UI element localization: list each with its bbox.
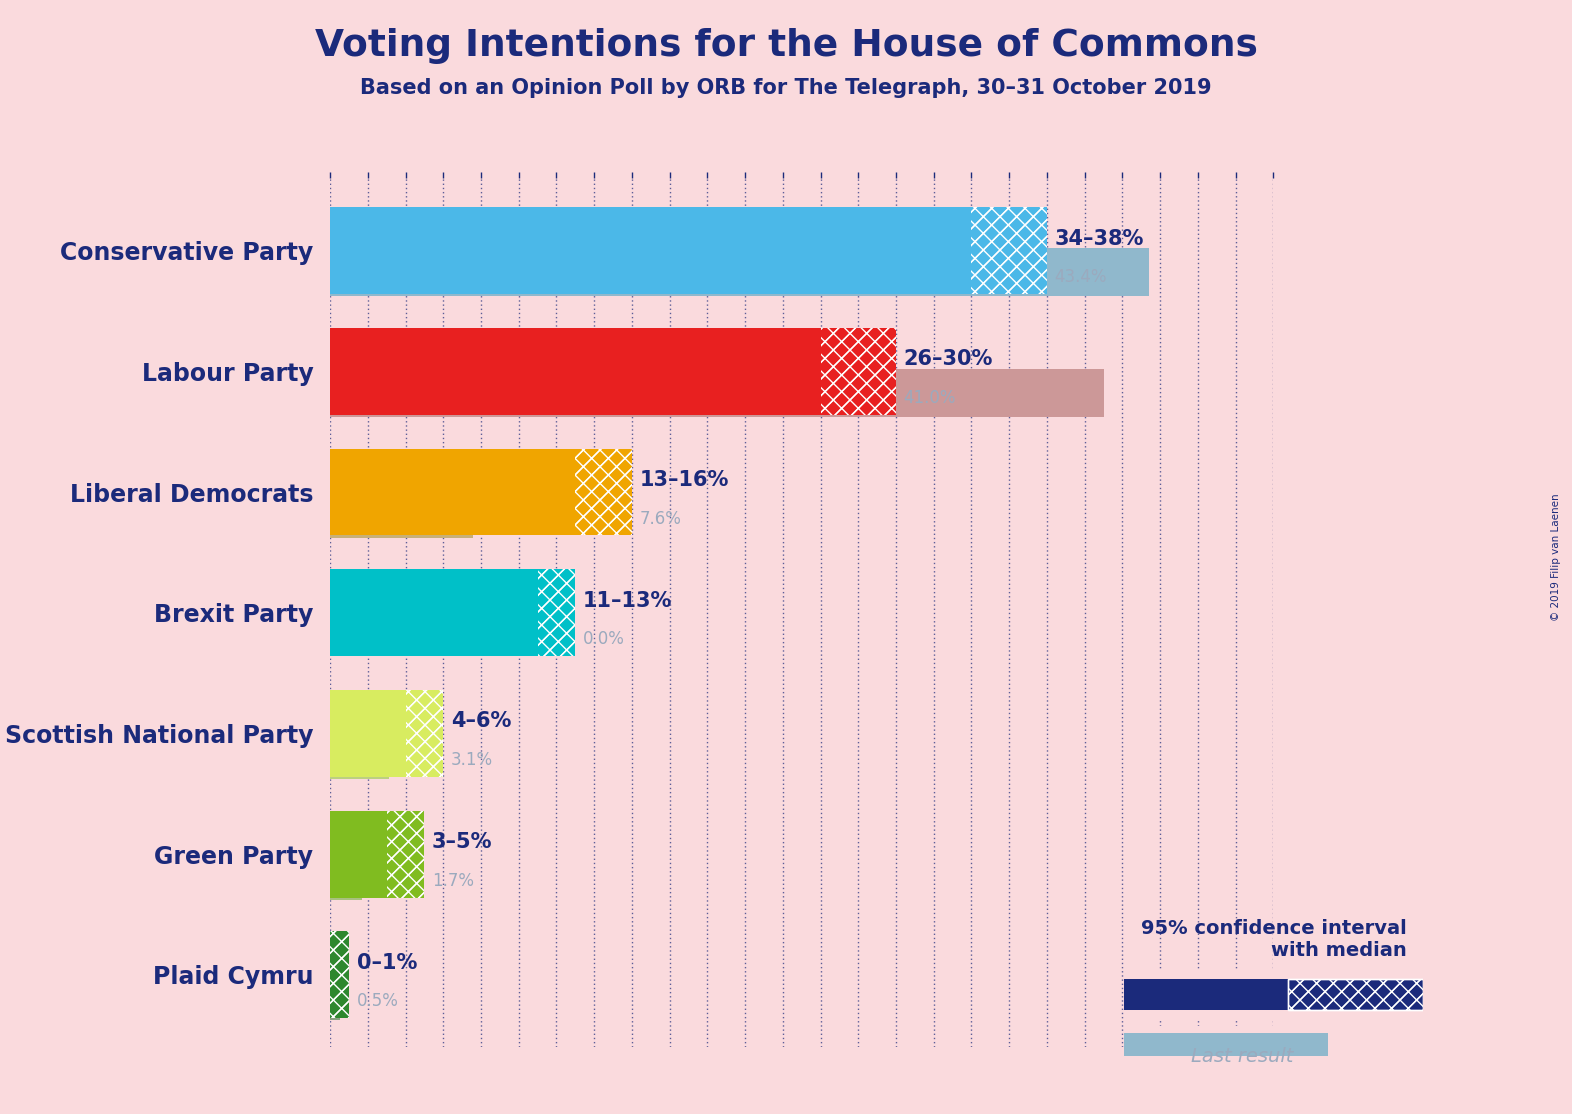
Text: 13–16%: 13–16%: [640, 470, 729, 490]
Bar: [1289, 978, 1423, 1010]
Bar: [1124, 1033, 1328, 1056]
Text: 1.7%: 1.7%: [432, 871, 475, 890]
Bar: [1124, 978, 1289, 1010]
Bar: [971, 207, 1047, 294]
Bar: [538, 569, 575, 656]
Text: 95% confidence interval
with median: 95% confidence interval with median: [1141, 919, 1407, 960]
Bar: [330, 569, 538, 656]
Bar: [821, 328, 896, 414]
Text: 0.0%: 0.0%: [583, 631, 624, 648]
Bar: [575, 449, 632, 536]
Bar: [387, 811, 424, 898]
Bar: [330, 931, 349, 1018]
Bar: [330, 490, 473, 538]
Bar: [406, 690, 443, 776]
Bar: [330, 852, 362, 900]
Text: Based on an Opinion Poll by ORB for The Telegraph, 30–31 October 2019: Based on an Opinion Poll by ORB for The …: [360, 78, 1212, 98]
Bar: [330, 328, 821, 414]
Bar: [330, 931, 349, 1018]
Bar: [330, 973, 340, 1020]
Text: Voting Intentions for the House of Commons: Voting Intentions for the House of Commo…: [314, 28, 1258, 63]
Text: 0–1%: 0–1%: [357, 952, 417, 973]
Text: 3.1%: 3.1%: [451, 751, 494, 769]
Text: 43.4%: 43.4%: [1055, 268, 1107, 286]
Bar: [330, 811, 387, 898]
Bar: [1289, 978, 1423, 1010]
Bar: [330, 248, 1149, 296]
Bar: [575, 449, 632, 536]
Text: 41.0%: 41.0%: [904, 389, 956, 407]
Bar: [387, 811, 424, 898]
Bar: [330, 207, 971, 294]
Bar: [971, 207, 1047, 294]
Text: 3–5%: 3–5%: [432, 832, 492, 852]
Bar: [330, 690, 406, 776]
Bar: [330, 369, 1104, 417]
Bar: [330, 449, 575, 536]
Text: 26–30%: 26–30%: [904, 350, 994, 369]
Bar: [330, 731, 388, 779]
Text: 34–38%: 34–38%: [1055, 228, 1144, 248]
Text: 0.5%: 0.5%: [357, 993, 398, 1010]
Bar: [406, 690, 443, 776]
Text: © 2019 Filip van Laenen: © 2019 Filip van Laenen: [1552, 494, 1561, 620]
Text: Last result: Last result: [1190, 1046, 1294, 1066]
Text: 7.6%: 7.6%: [640, 509, 681, 528]
Text: 11–13%: 11–13%: [583, 590, 673, 610]
Bar: [821, 328, 896, 414]
Bar: [538, 569, 575, 656]
Text: 4–6%: 4–6%: [451, 712, 511, 731]
